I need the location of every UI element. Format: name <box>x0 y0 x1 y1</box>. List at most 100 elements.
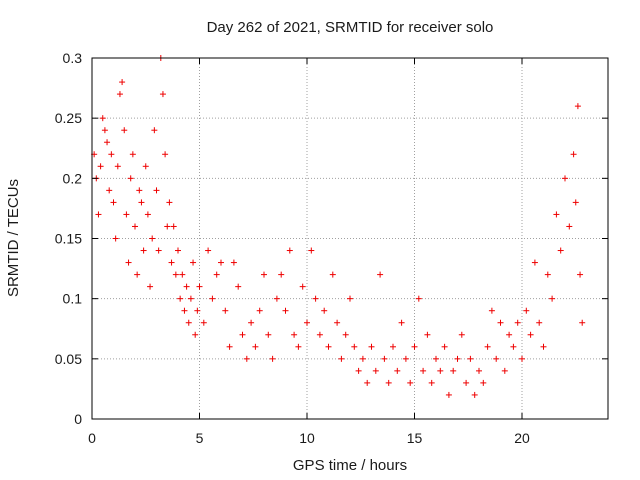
data-point <box>101 127 108 134</box>
data-point <box>159 91 166 98</box>
data-point <box>144 211 151 218</box>
data-point <box>166 199 173 206</box>
data-point <box>433 355 439 362</box>
data-point <box>398 319 405 326</box>
data-point <box>407 379 414 386</box>
data-point <box>235 283 242 290</box>
x-tick-label: 10 <box>299 430 315 446</box>
data-point <box>129 151 136 158</box>
data-point <box>196 283 203 290</box>
data-point <box>359 355 366 362</box>
data-point <box>168 259 175 266</box>
data-point <box>213 271 220 278</box>
data-point <box>181 307 188 314</box>
data-point <box>222 307 229 314</box>
data-point <box>501 367 508 374</box>
data-point <box>97 163 104 170</box>
data-point <box>99 115 106 122</box>
data-point <box>190 259 197 266</box>
data-point <box>488 307 495 314</box>
data-point <box>269 355 276 362</box>
data-point <box>342 331 349 338</box>
y-tick-label: 0.1 <box>63 291 83 307</box>
data-point <box>381 355 388 362</box>
data-point <box>136 187 143 194</box>
data-point <box>123 211 130 218</box>
data-point <box>273 295 280 302</box>
data-point <box>570 151 577 158</box>
data-point <box>138 199 145 206</box>
data-point <box>321 307 328 314</box>
data-point <box>402 355 409 362</box>
data-point <box>334 319 341 326</box>
data-point <box>308 247 315 254</box>
data-point <box>299 283 306 290</box>
data-point <box>506 331 513 338</box>
x-tick-label: 5 <box>196 430 204 446</box>
data-point <box>325 343 332 350</box>
data-point <box>420 367 427 374</box>
data-point <box>295 343 302 350</box>
data-point <box>106 187 113 194</box>
data-point <box>557 247 564 254</box>
data-point <box>261 271 267 278</box>
data-point <box>514 319 521 326</box>
data-point <box>428 379 435 386</box>
data-point <box>205 247 212 254</box>
data-point <box>544 271 551 278</box>
data-point <box>175 247 181 254</box>
data-point <box>437 367 444 374</box>
data-point <box>226 343 233 350</box>
data-point <box>536 319 543 326</box>
data-point <box>125 259 132 266</box>
data-point <box>562 175 568 182</box>
data-point <box>377 271 384 278</box>
x-tick-label: 15 <box>407 430 423 446</box>
data-point <box>155 247 162 254</box>
data-point <box>248 319 255 326</box>
data-point <box>218 259 224 266</box>
data-point <box>291 331 298 338</box>
data-point <box>372 367 379 374</box>
data-point <box>112 235 119 242</box>
data-point <box>121 127 128 134</box>
chart-title: Day 262 of 2021, SRMTID for receiver sol… <box>207 19 494 36</box>
data-point <box>209 295 216 302</box>
data-point <box>549 295 556 302</box>
data-point <box>179 271 186 278</box>
data-point <box>134 271 141 278</box>
data-point <box>364 379 371 386</box>
data-point <box>164 223 171 230</box>
data-point <box>574 103 581 110</box>
data-point <box>243 355 250 362</box>
data-point <box>480 379 487 386</box>
data-point <box>142 163 149 170</box>
data-point <box>579 319 586 326</box>
data-point <box>445 391 452 398</box>
data-point <box>338 355 345 362</box>
data-point <box>177 295 184 302</box>
data-point <box>454 355 461 362</box>
data-point <box>467 355 474 362</box>
data-point <box>519 355 525 362</box>
data-point <box>104 139 111 146</box>
data-point <box>484 343 491 350</box>
data-point <box>441 343 448 350</box>
data-point <box>147 283 154 290</box>
y-axis-label: SRMTID / TECUs <box>5 179 22 297</box>
data-point <box>108 151 115 158</box>
data-point <box>95 211 102 218</box>
y-tick-label: 0.2 <box>63 170 83 186</box>
data-point <box>265 331 272 338</box>
data-point <box>153 187 160 194</box>
data-point <box>119 79 126 86</box>
y-tick-label: 0.05 <box>55 351 82 367</box>
data-point <box>230 259 237 266</box>
y-tick-label: 0.15 <box>55 231 82 247</box>
data-point <box>114 163 121 170</box>
data-point <box>252 343 259 350</box>
data-points <box>91 55 586 398</box>
data-point <box>110 199 117 206</box>
